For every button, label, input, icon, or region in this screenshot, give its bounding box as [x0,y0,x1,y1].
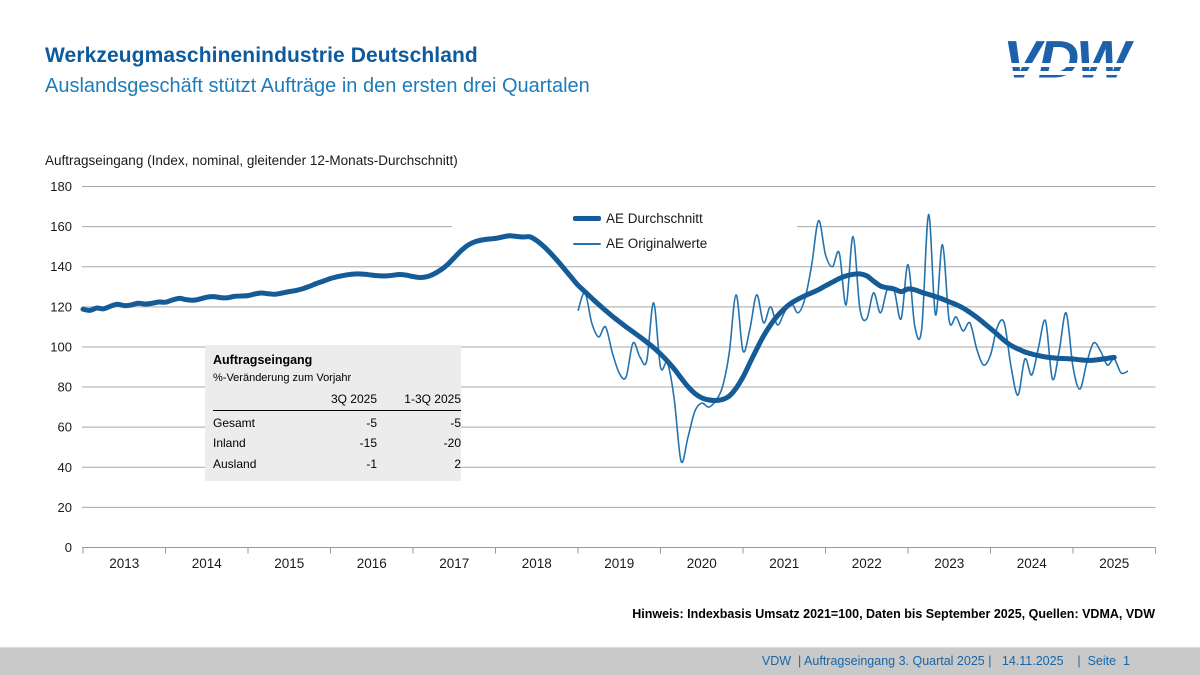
legend-item-durchschnitt: AE Durchschnitt [573,206,707,231]
source-footnote: Hinweis: Indexbasis Umsatz 2021=100, Dat… [632,607,1155,621]
footer-bar: VDW | Auftragseingang 3. Quartal 2025 | … [0,647,1200,675]
svg-text:2015: 2015 [274,556,304,571]
svg-text:100: 100 [50,339,72,354]
svg-text:2017: 2017 [439,556,469,571]
svg-text:2021: 2021 [769,556,799,571]
logo-stripe [1003,79,1153,83]
legend-label: AE Originalwerte [606,236,708,251]
thick-line-swatch-icon [573,216,601,221]
table-header-row: 3Q 2025 1-3Q 2025 [205,384,461,411]
table-row: Ausland -1 2 [205,452,461,473]
svg-text:2020: 2020 [687,556,717,571]
value-cell: -1 [366,456,377,471]
logo-stripe [1003,63,1153,67]
table-title: Auftragseingang [213,353,313,367]
svg-text:160: 160 [50,219,72,234]
svg-text:2025: 2025 [1099,556,1129,571]
svg-text:40: 40 [58,460,72,475]
row-label: Inland [213,436,246,450]
svg-text:2023: 2023 [934,556,964,571]
table-row: Inland -15 -20 [205,432,461,453]
page-title: Werkzeugmaschinenindustrie Deutschland [45,44,478,67]
svg-text:2016: 2016 [357,556,387,571]
value-cell: -5 [366,415,377,430]
table-subtitle: %-Veränderung zum Vorjahr [213,372,352,384]
value-cell: -15 [359,436,377,450]
value-cell: 2 [454,456,461,471]
svg-text:20: 20 [58,500,72,515]
chart-legend: AE Durchschnitt AE Originalwerte [573,206,707,256]
svg-text:80: 80 [58,380,72,395]
vdw-logo: VDW [1003,34,1153,90]
footer-text: VDW | Auftragseingang 3. Quartal 2025 | … [761,654,1130,668]
legend-item-originalwerte: AE Originalwerte [573,231,707,256]
value-cell: -5 [450,415,461,430]
svg-text:2013: 2013 [109,556,139,571]
logo-stripe [1003,71,1153,75]
row-label: Gesamt [213,415,256,430]
column-header: 3Q 2025 [299,384,377,411]
svg-text:60: 60 [58,420,72,435]
page-subtitle: Auslandsgeschäft stützt Aufträge in den … [45,75,590,97]
column-header: 1-3Q 2025 [377,384,461,411]
table-corner-cell [213,384,299,411]
order-change-table: Auftragseingang %-Veränderung zum Vorjah… [205,345,461,481]
row-label: Ausland [213,456,257,471]
svg-text:2024: 2024 [1017,556,1048,571]
value-cell: -20 [443,436,461,450]
svg-text:180: 180 [50,179,72,194]
svg-text:2018: 2018 [522,556,552,571]
vdw-logo-text: VDW [1003,34,1130,90]
svg-text:2014: 2014 [192,556,223,571]
thin-line-swatch-icon [573,242,601,245]
chart-axis-title: Auftragseingang (Index, nominal, gleiten… [45,153,458,168]
svg-text:140: 140 [50,259,72,274]
svg-text:2019: 2019 [604,556,634,571]
legend-label: AE Durchschnitt [606,211,703,226]
svg-text:0: 0 [65,540,72,555]
table-row: Gesamt -5 -5 [205,411,461,432]
svg-text:2022: 2022 [852,556,882,571]
svg-text:120: 120 [50,299,72,314]
